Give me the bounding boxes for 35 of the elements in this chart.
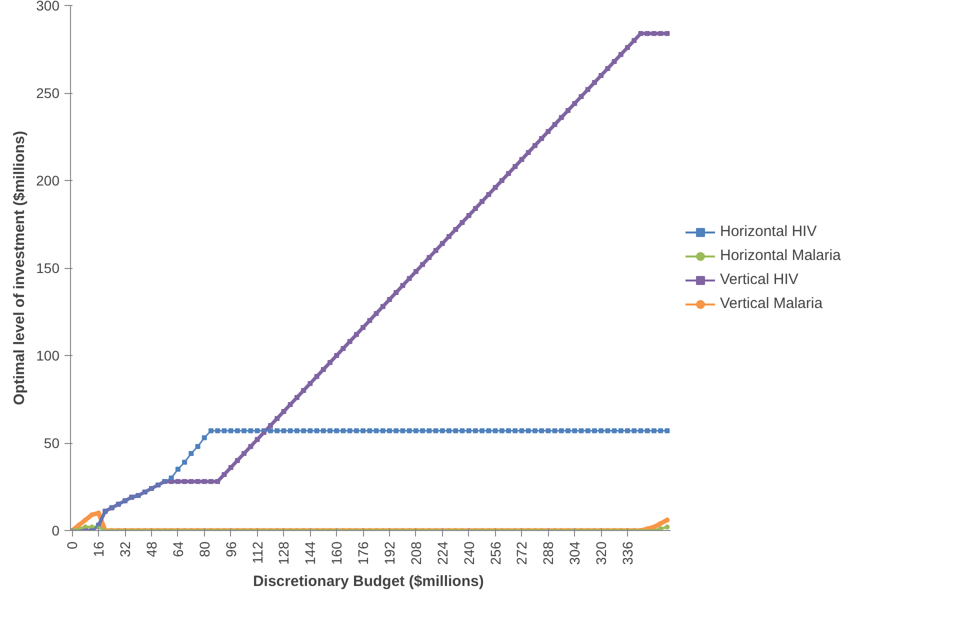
x-tick-label: 16 [90,541,107,558]
x-tick-label: 128 [276,541,292,565]
y-tick-label: 0 [52,522,60,538]
x-tick-label: 0 [64,541,80,550]
y-tick-label: 200 [36,172,60,188]
x-tick-label: 272 [514,541,530,565]
legend-label: Vertical HIV [720,271,798,288]
y-tick-label: 300 [36,0,60,14]
legend-label: Vertical Malaria [720,295,823,312]
y-tick-label: 100 [36,348,60,364]
y-tick-label: 50 [44,435,60,451]
x-tick-label: 192 [382,541,398,565]
x-tick-label: 208 [408,541,424,565]
x-tick-label: 288 [540,541,556,565]
x-tick-label: 112 [249,541,266,564]
y-tick-label: 150 [36,260,60,276]
x-tick-label: 320 [593,541,610,565]
x-tick-label: 176 [355,541,372,565]
x-axis-title: Discretionary Budget ($millions) [252,572,484,590]
legend-label: Horizontal Malaria [720,247,841,264]
x-tick-label: 64 [170,541,186,558]
x-tick-label: 304 [566,541,583,565]
x-tick-label: 240 [460,541,477,565]
x-tick-label: 256 [487,541,504,565]
x-tick-label: 48 [143,541,160,558]
legend-label: Horizontal HIV [720,223,817,240]
x-tick-label: 96 [222,541,239,558]
x-tick-label: 336 [620,541,636,565]
x-tick-label: 80 [196,541,212,558]
x-tick-label: 160 [328,541,345,565]
x-tick-label: 144 [302,541,318,565]
x-tick-label: 32 [117,541,134,558]
y-axis-title: Optimal level of investment ($millions) [11,130,28,406]
y-tick-label: 250 [36,85,60,101]
x-tick-label: 224 [434,541,450,565]
